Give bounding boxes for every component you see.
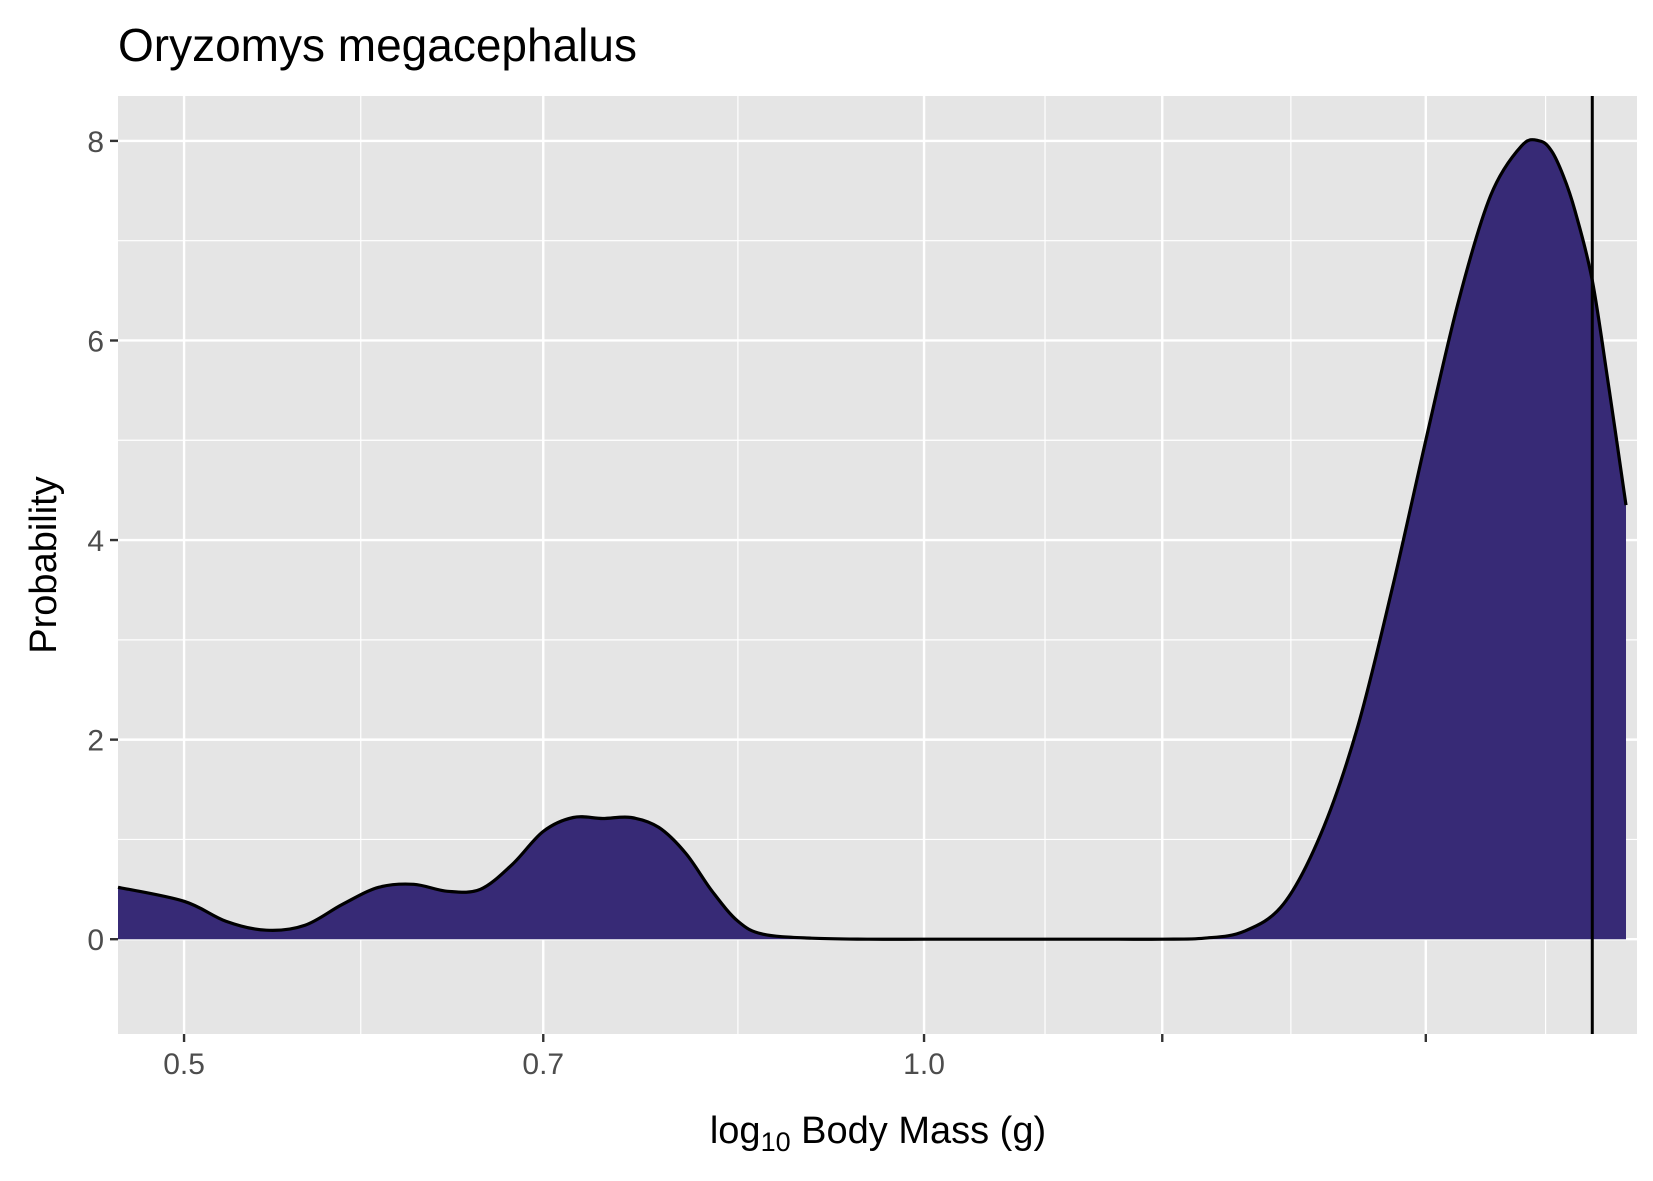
y-axis-title: Probability [23, 476, 65, 653]
y-tick-label: 6 [87, 325, 104, 358]
density-area [118, 139, 1626, 940]
y-tick-label: 8 [87, 126, 104, 159]
x-tick-label: 0.5 [163, 1048, 205, 1081]
series-layer [117, 138, 1628, 941]
chart-title: Oryzomys megacephalus [118, 19, 637, 71]
y-axis: 0 2 4 6 8 [87, 126, 118, 957]
x-axis: 0.5 0.7 1.0 [163, 1034, 1428, 1081]
x-axis-title-suffix: Body Mass (g) [791, 1110, 1047, 1152]
y-tick-label: 2 [87, 725, 104, 758]
x-axis-title-subscript: 10 [761, 1127, 791, 1157]
density-curve [117, 138, 1628, 941]
y-tick-label: 4 [87, 525, 104, 558]
x-tick-label: 0.7 [522, 1048, 564, 1081]
y-tick-label: 0 [87, 924, 104, 957]
x-axis-title: log10 Body Mass (g) [710, 1110, 1046, 1157]
x-axis-title-prefix: log [710, 1110, 761, 1152]
x-tick-label: 1.0 [903, 1048, 945, 1081]
